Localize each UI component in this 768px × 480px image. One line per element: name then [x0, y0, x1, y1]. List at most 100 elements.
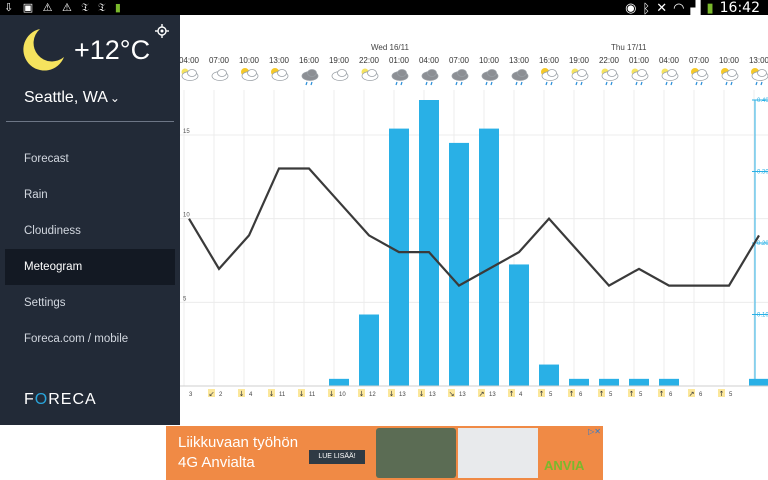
time-label: 04:00 — [419, 56, 440, 65]
cloud-shape — [247, 69, 257, 77]
rain-bar — [569, 378, 589, 386]
bluetooth-icon: ᛒ — [642, 0, 651, 16]
status-bar: ⇩ ▣ ⚠ ⚠ 𝔗 𝔗 ▮ ◉ ᛒ ✕ ◠ ▟ ▮ 16:42 — [0, 0, 768, 16]
wind-arrow-icon: ↑ — [599, 390, 605, 398]
wind-arrow-icon: ↑ — [509, 390, 515, 398]
rain-drop — [400, 81, 403, 86]
rain-drop — [760, 81, 763, 86]
rain-cloud-icon — [421, 69, 439, 86]
wind-badge — [208, 389, 215, 397]
menu-item-cloudiness[interactable]: Cloudiness — [24, 225, 81, 237]
time-label: 04:00 — [180, 56, 200, 65]
wind-arrow-icon: ↓ — [239, 390, 245, 398]
moon-icon — [23, 29, 65, 71]
night-shower-icon — [601, 68, 619, 86]
left-axis-tick: 15 — [183, 129, 190, 135]
cloud-shape — [187, 69, 197, 77]
rain-drop — [395, 81, 398, 86]
ad-tablet-image — [376, 428, 456, 478]
rain-bar — [509, 264, 529, 386]
sun-shower-icon — [541, 68, 559, 86]
wind-badge — [658, 389, 665, 397]
battery-level-icon: ▮ — [706, 0, 714, 15]
wind-speed: 11 — [309, 392, 316, 398]
cloud-shape — [727, 69, 737, 77]
rain-drop — [575, 81, 578, 86]
time-label: 10:00 — [239, 56, 260, 65]
cloud-shape — [697, 69, 707, 77]
cloud-shape — [427, 69, 437, 77]
wind-arrow-icon: ↓ — [269, 390, 275, 398]
ad-banner[interactable]: Liikkuvaan työhön 4G Anvialta LUE LISÄÄ!… — [166, 426, 603, 480]
wind-speed: 3 — [189, 392, 193, 398]
rain-bar — [449, 142, 469, 386]
wind-badge — [688, 389, 695, 397]
wind-badge — [238, 389, 245, 397]
wind-speed: 4 — [249, 392, 253, 398]
chevron-down-icon: ⌄ — [109, 91, 120, 105]
drawer-menu: Forecast Rain Cloudiness Meteogram Setti… — [5, 141, 175, 357]
wind-badge — [358, 389, 365, 397]
wind-badge — [718, 389, 725, 397]
wind-speed: 13 — [489, 392, 496, 398]
menu-item-foreca-mobile[interactable]: Foreca.com / mobile — [24, 333, 129, 345]
rain-drop — [725, 81, 728, 86]
wind-badge — [568, 389, 575, 397]
location-selector[interactable]: Seattle, WA ⌄ — [24, 89, 120, 107]
rain-cloud-icon — [451, 69, 469, 86]
temperature-line — [188, 167, 760, 287]
rain-bar — [659, 378, 679, 386]
time-label: 16:00 — [539, 56, 560, 65]
wind-arrow-icon: ↑ — [629, 390, 635, 398]
rain-drop — [730, 81, 733, 86]
time-label: 10:00 — [479, 56, 500, 65]
ad-cta-button[interactable]: LUE LISÄÄ! — [309, 450, 365, 464]
right-axis-tick: 0.30 — [757, 170, 768, 176]
rain-drop — [605, 81, 608, 86]
locate-icon[interactable] — [155, 24, 169, 38]
rain-drop — [310, 81, 313, 86]
time-label: 13:00 — [269, 56, 290, 65]
rain-drop — [430, 81, 433, 86]
wind-badge — [448, 389, 455, 397]
right-axis-tick: 0.10 — [757, 313, 768, 319]
wind-speed: 4 — [519, 392, 523, 398]
day-label: Wed 16/11 — [371, 43, 410, 52]
rain-drop — [755, 81, 758, 86]
rain-drop — [665, 81, 668, 86]
navigation-drawer: +12°C Seattle, WA ⌄ Forecast Rain Cloudin… — [0, 15, 180, 425]
sun-shower-icon — [691, 68, 709, 86]
rain-bar — [749, 378, 768, 386]
rain-drop — [305, 81, 308, 86]
ad-keyboard-image — [458, 428, 538, 478]
wind-speed: 6 — [699, 392, 703, 398]
ad-close-icon[interactable]: ▷✕ — [588, 427, 601, 436]
rain-drop — [425, 81, 428, 86]
battery-icon: ▮ — [114, 1, 124, 14]
wind-speed: 12 — [369, 392, 376, 398]
notification-icons: ⇩ ▣ ⚠ ⚠ 𝔗 𝔗 ▮ — [4, 1, 124, 14]
mute-icon: ✕ — [656, 0, 668, 15]
location-name: Seattle, WA — [24, 89, 108, 106]
rain-drop — [485, 81, 488, 86]
wind-badge — [298, 389, 305, 397]
wind-speed: 6 — [669, 392, 673, 398]
rain-drop — [490, 81, 493, 86]
signal-icon: ▟ — [690, 0, 701, 15]
menu-item-settings[interactable]: Settings — [24, 297, 66, 309]
sun-shower-icon — [721, 68, 739, 86]
menu-item-forecast[interactable]: Forecast — [24, 153, 69, 165]
wind-arrow-icon: ↑ — [569, 390, 575, 398]
cloud-shape — [547, 69, 557, 77]
wind-speed: 13 — [459, 392, 466, 398]
menu-item-rain[interactable]: Rain — [24, 189, 48, 201]
menu-item-meteogram[interactable]: Meteogram — [5, 249, 175, 285]
rain-bar — [359, 314, 379, 386]
rain-bar — [479, 128, 499, 386]
time-label: 13:00 — [509, 56, 530, 65]
sun-shower-icon — [751, 68, 768, 86]
cloud-shape — [577, 69, 587, 77]
wind-arrow-icon: ↓ — [299, 390, 305, 398]
ad-headline: Liikkuvaan työhön — [178, 434, 299, 451]
